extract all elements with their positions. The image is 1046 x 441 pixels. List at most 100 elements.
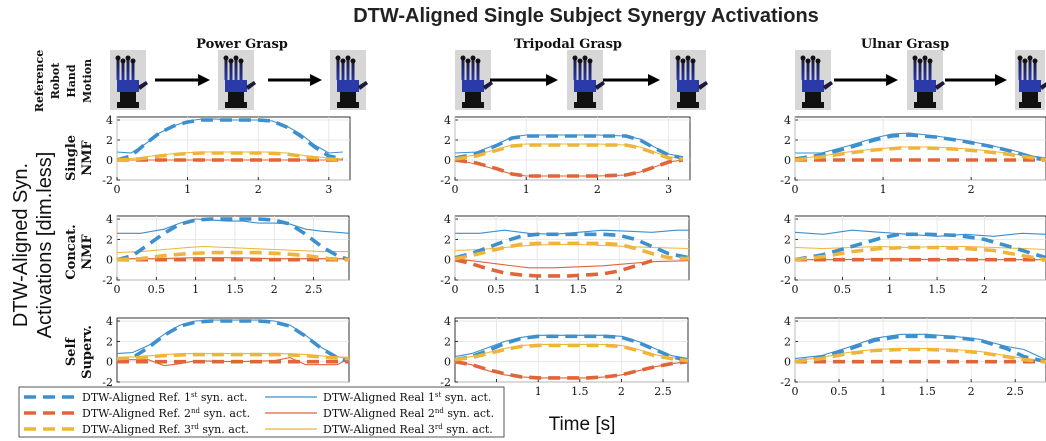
x-tick-label: 3 [325,183,332,196]
y-tick-label: 2 [106,233,113,246]
y-tick-label: 4 [784,315,791,328]
ref-synergy-2-line [454,359,689,380]
robot-hand-image [670,50,708,110]
x-tick-label: 1 [880,183,887,196]
motion-arrow [490,74,558,86]
x-tick-label: 0 [792,385,799,398]
motion-arrow [155,74,210,86]
ylabel-line-1: DTW-Aligned Syn. [10,163,32,327]
x-tick-label: 1 [880,385,887,398]
x-tick-label: 1 [192,283,199,296]
ref-synergy-1-line [794,133,1046,162]
legend-label: DTW-Aligned Real 1st syn. act. [323,391,491,404]
ref-synergy-3-line [116,250,350,262]
x-tick-label: 1 [535,385,542,398]
y-tick-label: 4 [444,213,451,226]
legend-item: DTW-Aligned Real 1st syn. act. [265,391,491,404]
ref-synergy-3-line [454,143,684,161]
y-tick-label: 0 [106,254,113,267]
row-label-word: Superv. [80,325,95,379]
y-tick-label: -2 [102,376,113,389]
row-label-concat-nmf: Concat. NMF [64,224,95,279]
real-synergy-3-line [454,243,690,252]
robot-hand-image [330,50,368,110]
ref-synergy-3-line [454,241,690,261]
x-tick-label: 3 [665,183,672,196]
x-tick-label: 0 [452,183,459,196]
x-tick-label: 0 [452,283,459,296]
robot-hand-image [218,50,256,110]
x-tick-label: 2 [616,283,623,296]
y-tick-label: -2 [440,376,451,389]
robot-hand-image [907,50,945,110]
row-label-word: Self [64,337,79,367]
figure-title: DTW-Aligned Single Subject Synergy Activ… [353,5,819,27]
x-tick-label: 1.5 [569,283,587,296]
motion-label-word: Motion [81,59,94,103]
plot-frame [116,317,350,383]
plot-frame [116,116,351,181]
x-tick-label: 0.5 [487,283,505,296]
x-tick-label: 1 [184,183,191,196]
y-tick-label: 0 [784,154,791,167]
x-tick-label: 0 [792,283,799,296]
y-tick-label: 2 [106,335,113,348]
plot-frame [794,317,1046,383]
legend-label: DTW-Aligned Real 3rd syn. act. [323,423,493,436]
x-tick-label: 0 [792,183,799,196]
y-tick-label: -2 [780,274,791,287]
motion-arrow [834,74,898,86]
x-tick-label: 1.5 [571,385,589,398]
x-tick-label: 2 [618,385,625,398]
y-tick-label: 0 [784,356,791,369]
y-tick-label: 2 [784,335,791,348]
x-tick-label: 2 [968,385,975,398]
ref-synergy-3-line [794,347,1046,364]
x-tick-label: 1 [886,283,893,296]
y-tick-label: 2 [444,134,451,147]
robot-hand-image [795,50,833,110]
column-title-power: Power Grasp [196,37,288,52]
legend-label: DTW-Aligned Ref. 3rd syn. act. [82,423,249,436]
ref-synergy-2-line [454,257,653,278]
y-tick-label: 0 [444,254,451,267]
ref-synergy-1-line [116,319,350,364]
x-tick-label: 0.5 [148,283,166,296]
y-tick-label: 4 [106,213,113,226]
ref-synergy-1-line [794,334,1046,364]
ref-synergy-3-line [116,151,344,162]
global-ylabel: DTW-Aligned Syn. Activations [dim.less] [10,152,56,339]
legend-label: DTW-Aligned Ref. 2nd syn. act. [82,407,250,420]
real-synergy-1-line [794,229,1046,237]
ref-synergy-1-line [794,232,1046,262]
legend-label: DTW-Aligned Ref. 1st syn. act. [82,391,247,404]
real-synergy-1-line [117,218,350,234]
real-synergy-1-line [794,333,1046,361]
robot-hand-image [1015,50,1046,110]
y-tick-label: 4 [784,213,791,226]
x-tick-label: 2 [271,283,278,296]
row-label-word: Concat. [64,224,79,279]
ref-synergy-3-line [794,245,1046,262]
y-tick-label: 2 [784,233,791,246]
x-tick-label: 2.5 [305,283,323,296]
y-tick-label: 4 [444,114,451,127]
real-synergy-1-line [795,132,1046,159]
y-tick-label: 2 [106,134,113,147]
robot-hand-image [567,50,605,110]
legend-items: DTW-Aligned Ref. 1st syn. act. DTW-Aligne… [24,391,494,436]
x-tick-label: 0.5 [830,385,848,398]
real-synergy-1-line [455,229,689,235]
row-label-word: NMF [80,139,95,175]
row-label-single-nmf: Single NMF [64,135,95,181]
ref-synergy-1-line [454,334,689,363]
y-tick-label: -2 [440,174,451,187]
y-tick-label: -2 [102,174,113,187]
